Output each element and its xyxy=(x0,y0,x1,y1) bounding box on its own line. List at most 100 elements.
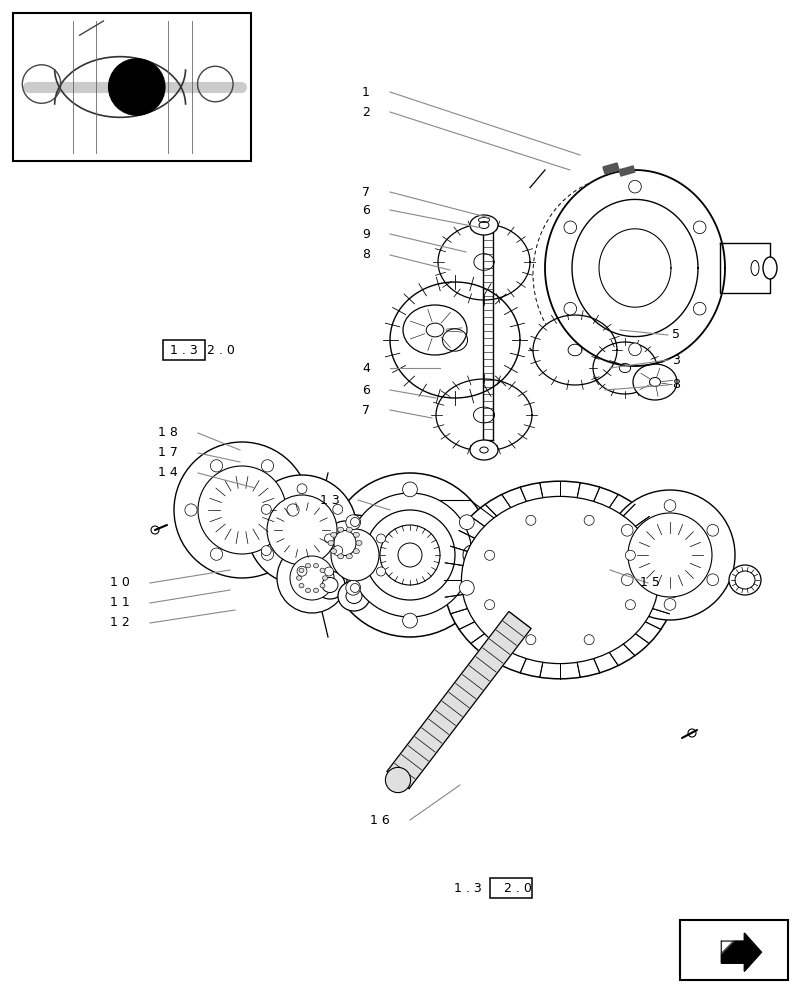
Polygon shape xyxy=(603,163,619,174)
Circle shape xyxy=(605,490,735,620)
Circle shape xyxy=(108,59,165,115)
Ellipse shape xyxy=(356,540,362,546)
Polygon shape xyxy=(545,170,725,366)
Circle shape xyxy=(398,543,422,567)
Ellipse shape xyxy=(480,447,488,453)
Circle shape xyxy=(628,513,712,597)
Circle shape xyxy=(198,466,286,554)
Text: 1 2: 1 2 xyxy=(110,616,130,630)
Polygon shape xyxy=(436,379,532,451)
Circle shape xyxy=(526,515,536,525)
Circle shape xyxy=(297,566,307,576)
Circle shape xyxy=(402,613,418,628)
Ellipse shape xyxy=(353,532,360,537)
Text: 1 4: 1 4 xyxy=(158,466,178,480)
Circle shape xyxy=(460,515,474,530)
Text: 1 8: 1 8 xyxy=(158,426,178,440)
Polygon shape xyxy=(722,941,734,953)
Circle shape xyxy=(261,504,271,514)
Polygon shape xyxy=(473,254,494,270)
Ellipse shape xyxy=(297,576,301,580)
Circle shape xyxy=(346,580,360,595)
Ellipse shape xyxy=(403,305,467,355)
Circle shape xyxy=(351,518,360,526)
Polygon shape xyxy=(620,363,630,373)
Text: 2 . 0: 2 . 0 xyxy=(207,344,235,357)
Circle shape xyxy=(247,475,357,585)
Bar xyxy=(680,920,788,980)
Text: 2 . 0: 2 . 0 xyxy=(504,882,532,894)
Ellipse shape xyxy=(470,215,498,235)
Circle shape xyxy=(629,180,642,193)
Ellipse shape xyxy=(338,581,370,611)
Text: 2: 2 xyxy=(362,105,370,118)
Text: 1: 1 xyxy=(362,86,370,99)
Circle shape xyxy=(365,510,455,600)
Circle shape xyxy=(526,635,536,645)
Text: 7: 7 xyxy=(362,186,370,198)
Ellipse shape xyxy=(299,568,304,573)
Circle shape xyxy=(333,546,343,556)
Circle shape xyxy=(621,524,633,536)
Ellipse shape xyxy=(325,521,365,565)
Circle shape xyxy=(290,556,334,600)
Text: 5: 5 xyxy=(672,328,680,342)
Polygon shape xyxy=(572,199,698,337)
Text: 1 5: 1 5 xyxy=(640,576,660,589)
Circle shape xyxy=(333,504,343,514)
Circle shape xyxy=(351,584,360,592)
Circle shape xyxy=(693,302,706,315)
Polygon shape xyxy=(593,342,657,394)
Ellipse shape xyxy=(320,583,325,588)
Ellipse shape xyxy=(633,364,677,400)
Ellipse shape xyxy=(322,578,338,592)
Ellipse shape xyxy=(470,440,498,460)
Ellipse shape xyxy=(454,536,490,574)
Circle shape xyxy=(380,525,440,585)
Circle shape xyxy=(621,574,633,586)
Bar xyxy=(490,878,532,898)
Circle shape xyxy=(346,515,360,530)
Polygon shape xyxy=(722,933,761,971)
Circle shape xyxy=(707,524,718,536)
Circle shape xyxy=(460,580,474,595)
Circle shape xyxy=(287,504,299,516)
Polygon shape xyxy=(387,612,531,788)
Text: 1 . 3: 1 . 3 xyxy=(170,344,198,357)
Ellipse shape xyxy=(763,257,777,279)
Circle shape xyxy=(625,550,635,560)
Text: 6: 6 xyxy=(362,204,370,217)
Ellipse shape xyxy=(305,588,310,593)
Text: 3: 3 xyxy=(672,354,680,366)
Ellipse shape xyxy=(353,549,360,554)
Text: 7: 7 xyxy=(362,403,370,416)
Circle shape xyxy=(325,534,334,543)
Circle shape xyxy=(693,221,706,234)
Circle shape xyxy=(261,548,274,560)
Ellipse shape xyxy=(479,222,489,229)
Circle shape xyxy=(185,504,197,516)
Text: 1 . 3: 1 . 3 xyxy=(454,882,482,894)
Ellipse shape xyxy=(346,588,362,603)
Ellipse shape xyxy=(338,554,343,559)
Ellipse shape xyxy=(347,527,352,532)
Circle shape xyxy=(210,460,223,472)
Circle shape xyxy=(402,482,418,497)
Circle shape xyxy=(377,534,385,543)
Circle shape xyxy=(325,567,334,576)
Ellipse shape xyxy=(751,260,759,275)
Ellipse shape xyxy=(320,568,325,573)
Text: 4: 4 xyxy=(362,361,370,374)
Circle shape xyxy=(297,484,307,494)
Bar xyxy=(163,340,205,360)
Ellipse shape xyxy=(735,571,755,589)
Circle shape xyxy=(261,460,274,472)
Ellipse shape xyxy=(305,563,310,568)
Ellipse shape xyxy=(331,529,379,581)
Circle shape xyxy=(261,546,271,556)
Text: 1 0: 1 0 xyxy=(110,576,130,589)
Ellipse shape xyxy=(347,554,352,559)
Ellipse shape xyxy=(461,496,659,664)
Circle shape xyxy=(485,600,494,610)
Polygon shape xyxy=(438,224,530,300)
